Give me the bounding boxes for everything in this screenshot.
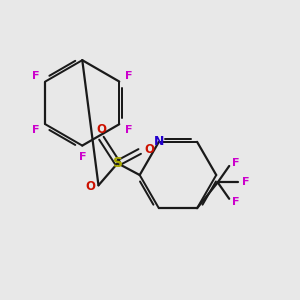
Text: F: F xyxy=(79,152,86,162)
Text: F: F xyxy=(32,71,39,81)
Text: F: F xyxy=(242,177,250,188)
Text: N: N xyxy=(154,135,164,148)
Text: F: F xyxy=(125,125,133,135)
Text: S: S xyxy=(112,156,123,170)
Text: F: F xyxy=(32,125,39,135)
Text: O: O xyxy=(85,180,95,193)
Text: F: F xyxy=(125,71,133,81)
Text: F: F xyxy=(232,197,239,207)
Text: F: F xyxy=(232,158,239,168)
Text: O: O xyxy=(96,123,106,136)
Text: O: O xyxy=(144,142,154,156)
